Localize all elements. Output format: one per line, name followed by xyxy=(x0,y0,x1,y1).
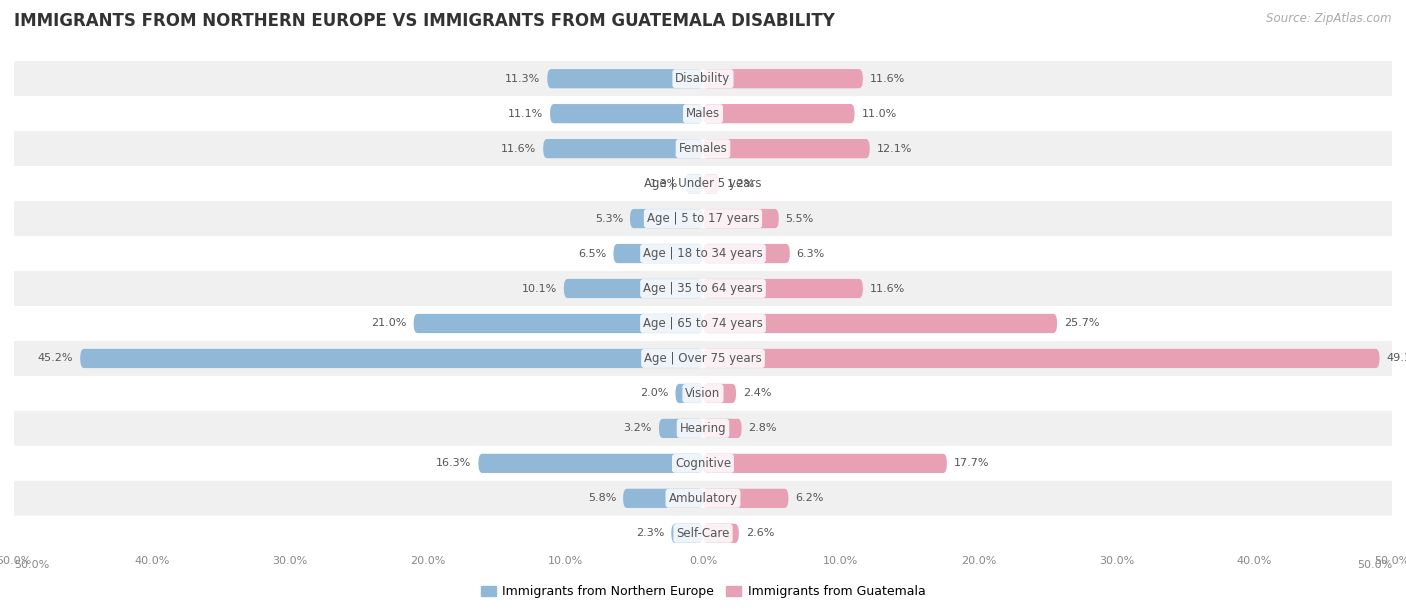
FancyBboxPatch shape xyxy=(613,244,703,263)
FancyBboxPatch shape xyxy=(14,236,1392,271)
FancyBboxPatch shape xyxy=(550,104,703,123)
Text: Age | 65 to 74 years: Age | 65 to 74 years xyxy=(643,317,763,330)
FancyBboxPatch shape xyxy=(703,384,737,403)
FancyBboxPatch shape xyxy=(14,481,1392,516)
Text: 45.2%: 45.2% xyxy=(38,354,73,364)
FancyBboxPatch shape xyxy=(478,453,703,473)
FancyBboxPatch shape xyxy=(14,96,1392,131)
Text: Females: Females xyxy=(679,142,727,155)
FancyBboxPatch shape xyxy=(80,349,703,368)
Text: 11.3%: 11.3% xyxy=(505,73,540,84)
FancyBboxPatch shape xyxy=(14,516,1392,551)
Text: 12.1%: 12.1% xyxy=(876,144,912,154)
FancyBboxPatch shape xyxy=(14,306,1392,341)
FancyBboxPatch shape xyxy=(630,209,703,228)
FancyBboxPatch shape xyxy=(659,419,703,438)
Text: 3.2%: 3.2% xyxy=(624,424,652,433)
Text: 5.3%: 5.3% xyxy=(595,214,623,223)
Text: 49.1%: 49.1% xyxy=(1386,354,1406,364)
Text: Vision: Vision xyxy=(685,387,721,400)
Text: 16.3%: 16.3% xyxy=(436,458,471,468)
Text: 50.0%: 50.0% xyxy=(1357,559,1392,570)
Text: Hearing: Hearing xyxy=(679,422,727,435)
Text: 6.5%: 6.5% xyxy=(578,248,606,258)
Text: 2.8%: 2.8% xyxy=(748,424,778,433)
FancyBboxPatch shape xyxy=(14,166,1392,201)
Text: IMMIGRANTS FROM NORTHERN EUROPE VS IMMIGRANTS FROM GUATEMALA DISABILITY: IMMIGRANTS FROM NORTHERN EUROPE VS IMMIG… xyxy=(14,12,835,30)
Text: 21.0%: 21.0% xyxy=(371,318,406,329)
FancyBboxPatch shape xyxy=(14,201,1392,236)
FancyBboxPatch shape xyxy=(703,69,863,88)
Text: Ambulatory: Ambulatory xyxy=(668,492,738,505)
FancyBboxPatch shape xyxy=(547,69,703,88)
FancyBboxPatch shape xyxy=(14,61,1392,96)
Text: Cognitive: Cognitive xyxy=(675,457,731,470)
FancyBboxPatch shape xyxy=(14,271,1392,306)
FancyBboxPatch shape xyxy=(14,446,1392,481)
FancyBboxPatch shape xyxy=(685,174,703,193)
FancyBboxPatch shape xyxy=(703,139,870,159)
FancyBboxPatch shape xyxy=(703,524,738,543)
FancyBboxPatch shape xyxy=(703,104,855,123)
Text: Self-Care: Self-Care xyxy=(676,527,730,540)
Text: Age | 5 to 17 years: Age | 5 to 17 years xyxy=(647,212,759,225)
Text: 2.3%: 2.3% xyxy=(636,528,665,539)
FancyBboxPatch shape xyxy=(703,453,946,473)
Text: Age | 18 to 34 years: Age | 18 to 34 years xyxy=(643,247,763,260)
Text: 50.0%: 50.0% xyxy=(14,559,49,570)
FancyBboxPatch shape xyxy=(703,314,1057,333)
FancyBboxPatch shape xyxy=(14,131,1392,166)
Text: 17.7%: 17.7% xyxy=(953,458,990,468)
FancyBboxPatch shape xyxy=(703,174,720,193)
Text: Disability: Disability xyxy=(675,72,731,85)
Text: 5.5%: 5.5% xyxy=(786,214,814,223)
FancyBboxPatch shape xyxy=(14,376,1392,411)
FancyBboxPatch shape xyxy=(413,314,703,333)
Text: 10.1%: 10.1% xyxy=(522,283,557,294)
FancyBboxPatch shape xyxy=(14,411,1392,446)
Text: 11.6%: 11.6% xyxy=(870,73,905,84)
Text: Age | Under 5 years: Age | Under 5 years xyxy=(644,177,762,190)
Text: 1.3%: 1.3% xyxy=(650,179,678,188)
Text: 11.0%: 11.0% xyxy=(862,109,897,119)
Text: 6.3%: 6.3% xyxy=(797,248,825,258)
FancyBboxPatch shape xyxy=(14,341,1392,376)
Legend: Immigrants from Northern Europe, Immigrants from Guatemala: Immigrants from Northern Europe, Immigra… xyxy=(475,580,931,603)
Text: Source: ZipAtlas.com: Source: ZipAtlas.com xyxy=(1267,12,1392,25)
FancyBboxPatch shape xyxy=(671,524,703,543)
Text: 25.7%: 25.7% xyxy=(1064,318,1099,329)
FancyBboxPatch shape xyxy=(543,139,703,159)
FancyBboxPatch shape xyxy=(703,489,789,508)
FancyBboxPatch shape xyxy=(703,279,863,298)
FancyBboxPatch shape xyxy=(703,419,741,438)
FancyBboxPatch shape xyxy=(703,209,779,228)
Text: 2.4%: 2.4% xyxy=(742,389,772,398)
Text: Age | Over 75 years: Age | Over 75 years xyxy=(644,352,762,365)
Text: Age | 35 to 64 years: Age | 35 to 64 years xyxy=(643,282,763,295)
Text: 11.6%: 11.6% xyxy=(501,144,536,154)
Text: 2.0%: 2.0% xyxy=(640,389,669,398)
Text: 11.6%: 11.6% xyxy=(870,283,905,294)
Text: 11.1%: 11.1% xyxy=(508,109,543,119)
Text: Males: Males xyxy=(686,107,720,120)
FancyBboxPatch shape xyxy=(564,279,703,298)
Text: 5.8%: 5.8% xyxy=(588,493,616,503)
FancyBboxPatch shape xyxy=(703,244,790,263)
FancyBboxPatch shape xyxy=(623,489,703,508)
Text: 6.2%: 6.2% xyxy=(796,493,824,503)
FancyBboxPatch shape xyxy=(675,384,703,403)
FancyBboxPatch shape xyxy=(703,349,1379,368)
Text: 1.2%: 1.2% xyxy=(727,179,755,188)
Text: 2.6%: 2.6% xyxy=(745,528,775,539)
